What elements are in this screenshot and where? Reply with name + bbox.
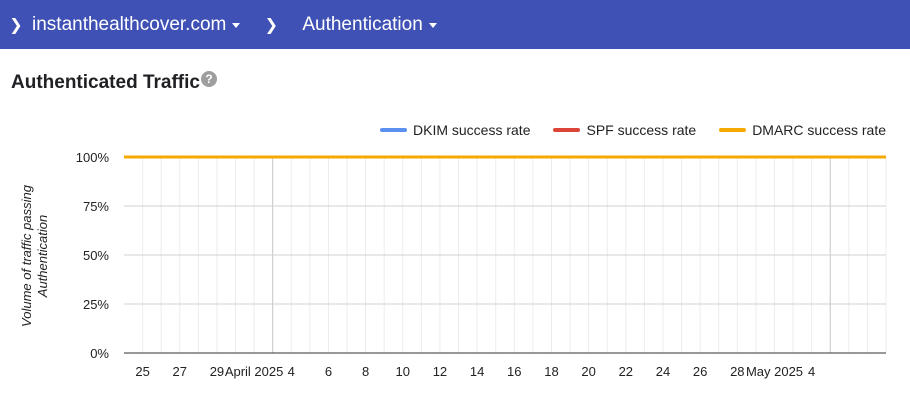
legend-label-dkim: DKIM success rate	[413, 122, 531, 138]
x-tick-label: 18	[544, 364, 558, 379]
x-tick-label: 28	[730, 364, 744, 379]
legend-swatch-dmarc	[719, 128, 747, 132]
x-tick-label: 10	[396, 364, 410, 379]
chart-legend: DKIM success rate SPF success rate DMARC…	[380, 122, 886, 138]
x-tick-label: 16	[507, 364, 521, 379]
x-tick-label: May 2025	[746, 364, 803, 379]
chevron-right-icon: ❯	[9, 16, 23, 34]
x-tick-label: April 2025	[225, 364, 284, 379]
x-tick-label: 12	[433, 364, 447, 379]
x-tick-label: 26	[693, 364, 707, 379]
breadcrumb-domain-dropdown[interactable]: instanthealthcover.com	[32, 13, 241, 36]
y-tick-label: 25%	[83, 297, 109, 312]
x-tick-label: 6	[325, 364, 332, 379]
help-icon[interactable]: ?	[200, 71, 217, 87]
x-tick-label: 14	[470, 364, 484, 379]
x-tick-label: 29	[210, 364, 224, 379]
y-tick-label: 0%	[90, 346, 109, 361]
y-tick-label: 50%	[83, 248, 109, 263]
x-tick-label: 20	[581, 364, 595, 379]
top-navigation-bar: ❯ instanthealthcover.com ❯ Authenticatio…	[0, 0, 910, 49]
caret-down-icon	[428, 23, 437, 28]
caret-down-icon	[232, 23, 241, 28]
breadcrumb-domain-label: instanthealthcover.com	[32, 13, 227, 35]
legend-item-spf[interactable]: SPF success rate	[553, 122, 696, 138]
section-title-text: Authenticated Traffic	[11, 72, 200, 93]
x-tick-label: 24	[656, 364, 670, 379]
legend-label-spf: SPF success rate	[586, 122, 697, 138]
legend-item-dmarc[interactable]: DMARC success rate	[719, 122, 886, 138]
breadcrumb-section-dropdown[interactable]: Authentication	[302, 13, 437, 36]
legend-swatch-spf	[553, 128, 581, 132]
legend-item-dkim[interactable]: DKIM success rate	[380, 122, 530, 138]
x-tick-label: 27	[173, 364, 187, 379]
x-tick-label: 4	[808, 364, 815, 379]
y-tick-label: 75%	[83, 199, 109, 214]
x-tick-label: 8	[362, 364, 369, 379]
chevron-right-icon: ❯	[264, 16, 279, 34]
breadcrumb-section-label: Authentication	[302, 13, 423, 35]
x-tick-label: 22	[619, 364, 633, 379]
legend-swatch-dkim	[380, 128, 407, 132]
x-tick-label: 25	[135, 364, 149, 379]
x-tick-label: 4	[288, 364, 295, 379]
legend-label-dmarc: DMARC success rate	[752, 122, 886, 138]
y-tick-label: 100%	[76, 150, 110, 165]
section-title: Authenticated Traffic ?	[11, 71, 217, 94]
